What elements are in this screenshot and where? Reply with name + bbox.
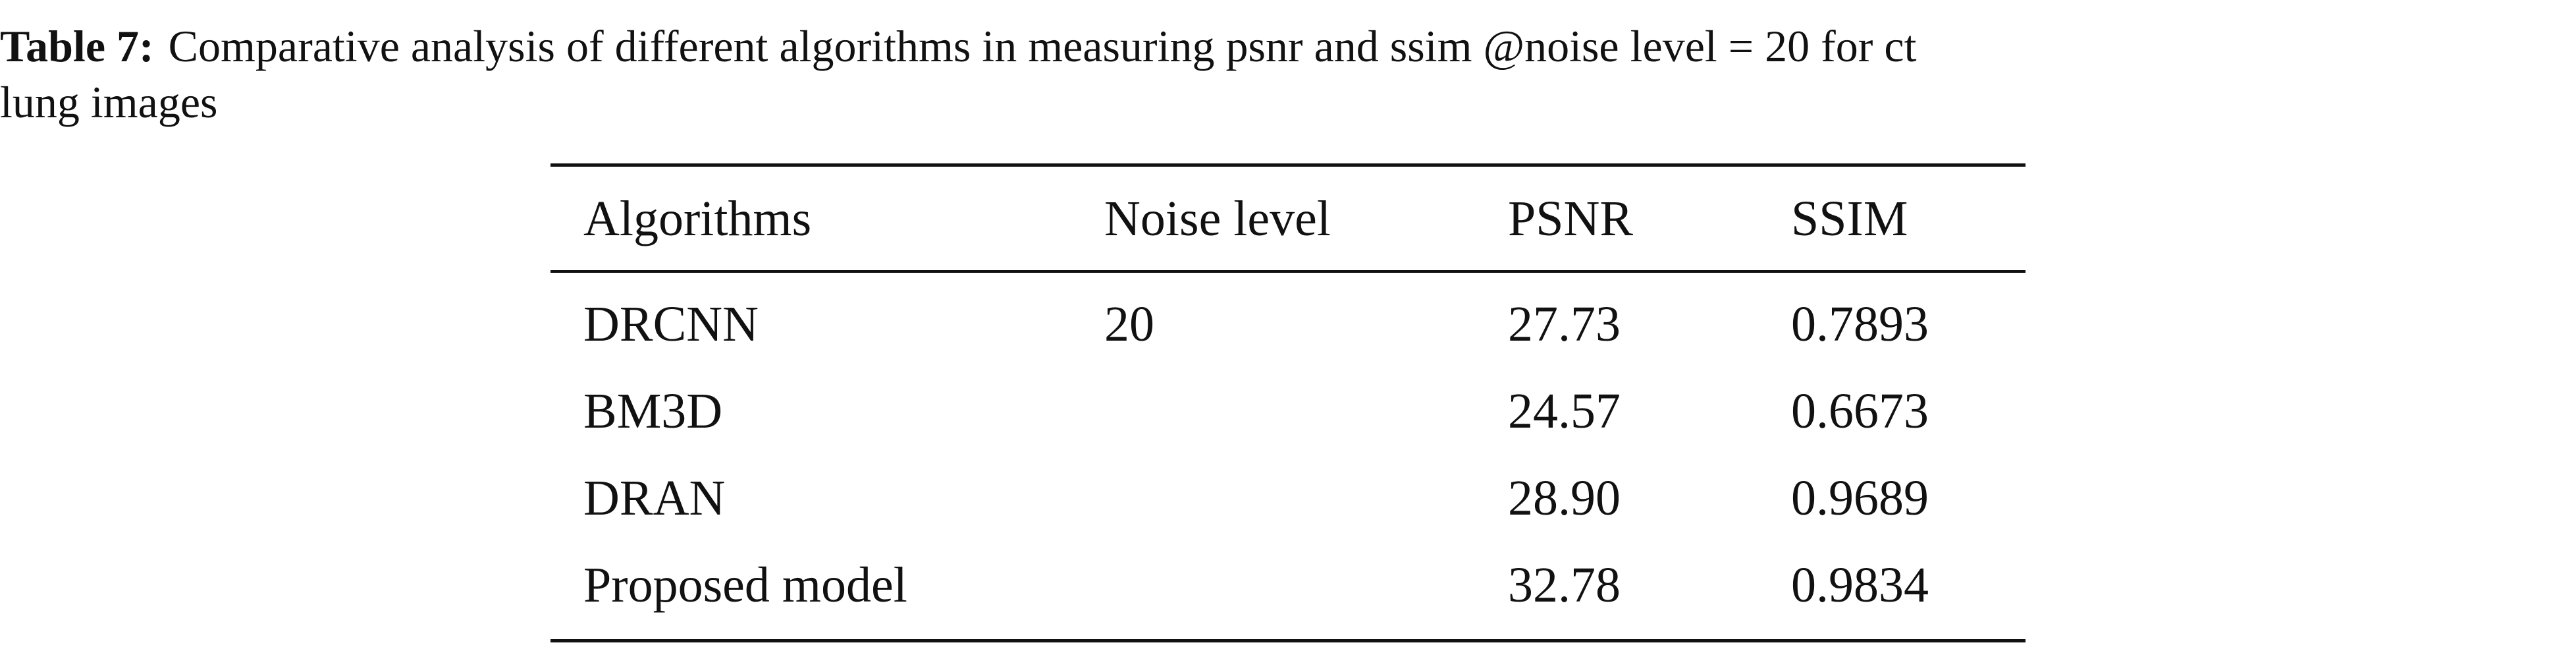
header-rule bbox=[550, 270, 2026, 273]
header-cell: PSNR bbox=[1508, 191, 1634, 246]
caption-line: lung images bbox=[0, 77, 218, 127]
table-cell: DRAN bbox=[583, 470, 726, 526]
bottom-rule bbox=[550, 639, 2026, 642]
table-cell: Proposed model bbox=[583, 557, 907, 613]
table-cell: 20 bbox=[1104, 297, 1154, 352]
header-cell: SSIM bbox=[1791, 191, 1908, 246]
table-cell: DRCNN bbox=[583, 297, 759, 352]
caption-label: Table 7: bbox=[0, 21, 154, 71]
table-cell: 0.9834 bbox=[1791, 557, 1929, 613]
top-rule bbox=[550, 163, 2026, 167]
table-cell: 0.7893 bbox=[1791, 297, 1929, 352]
caption-text: Comparative analysis of different algori… bbox=[168, 21, 1917, 71]
table-cell: 28.90 bbox=[1508, 470, 1621, 526]
header-cell: Noise level bbox=[1104, 191, 1331, 246]
header-cell: Algorithms bbox=[583, 191, 812, 246]
table-cell: 24.57 bbox=[1508, 383, 1621, 439]
caption-line: Table 7: Comparative analysis of differen… bbox=[0, 20, 1916, 72]
table-cell: BM3D bbox=[583, 383, 723, 439]
table-cell: 27.73 bbox=[1508, 297, 1621, 352]
table-cell: 0.6673 bbox=[1791, 383, 1929, 439]
table-cell: 32.78 bbox=[1508, 557, 1621, 613]
table-cell: 0.9689 bbox=[1791, 470, 1929, 526]
